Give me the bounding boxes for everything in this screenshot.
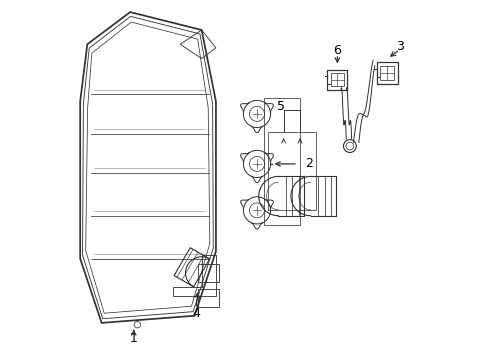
Text: 3: 3 — [395, 40, 403, 53]
Bar — [198, 289, 219, 307]
Text: 2: 2 — [304, 157, 312, 170]
Text: 6: 6 — [333, 44, 341, 57]
Bar — [326, 70, 346, 90]
Bar — [198, 264, 219, 282]
Text: 5: 5 — [277, 100, 285, 113]
Text: 4: 4 — [192, 307, 200, 320]
Bar — [264, 98, 299, 225]
Bar — [267, 132, 315, 210]
Text: 1: 1 — [129, 333, 138, 346]
Bar — [376, 62, 397, 84]
Bar — [380, 66, 393, 80]
Bar — [330, 73, 343, 86]
